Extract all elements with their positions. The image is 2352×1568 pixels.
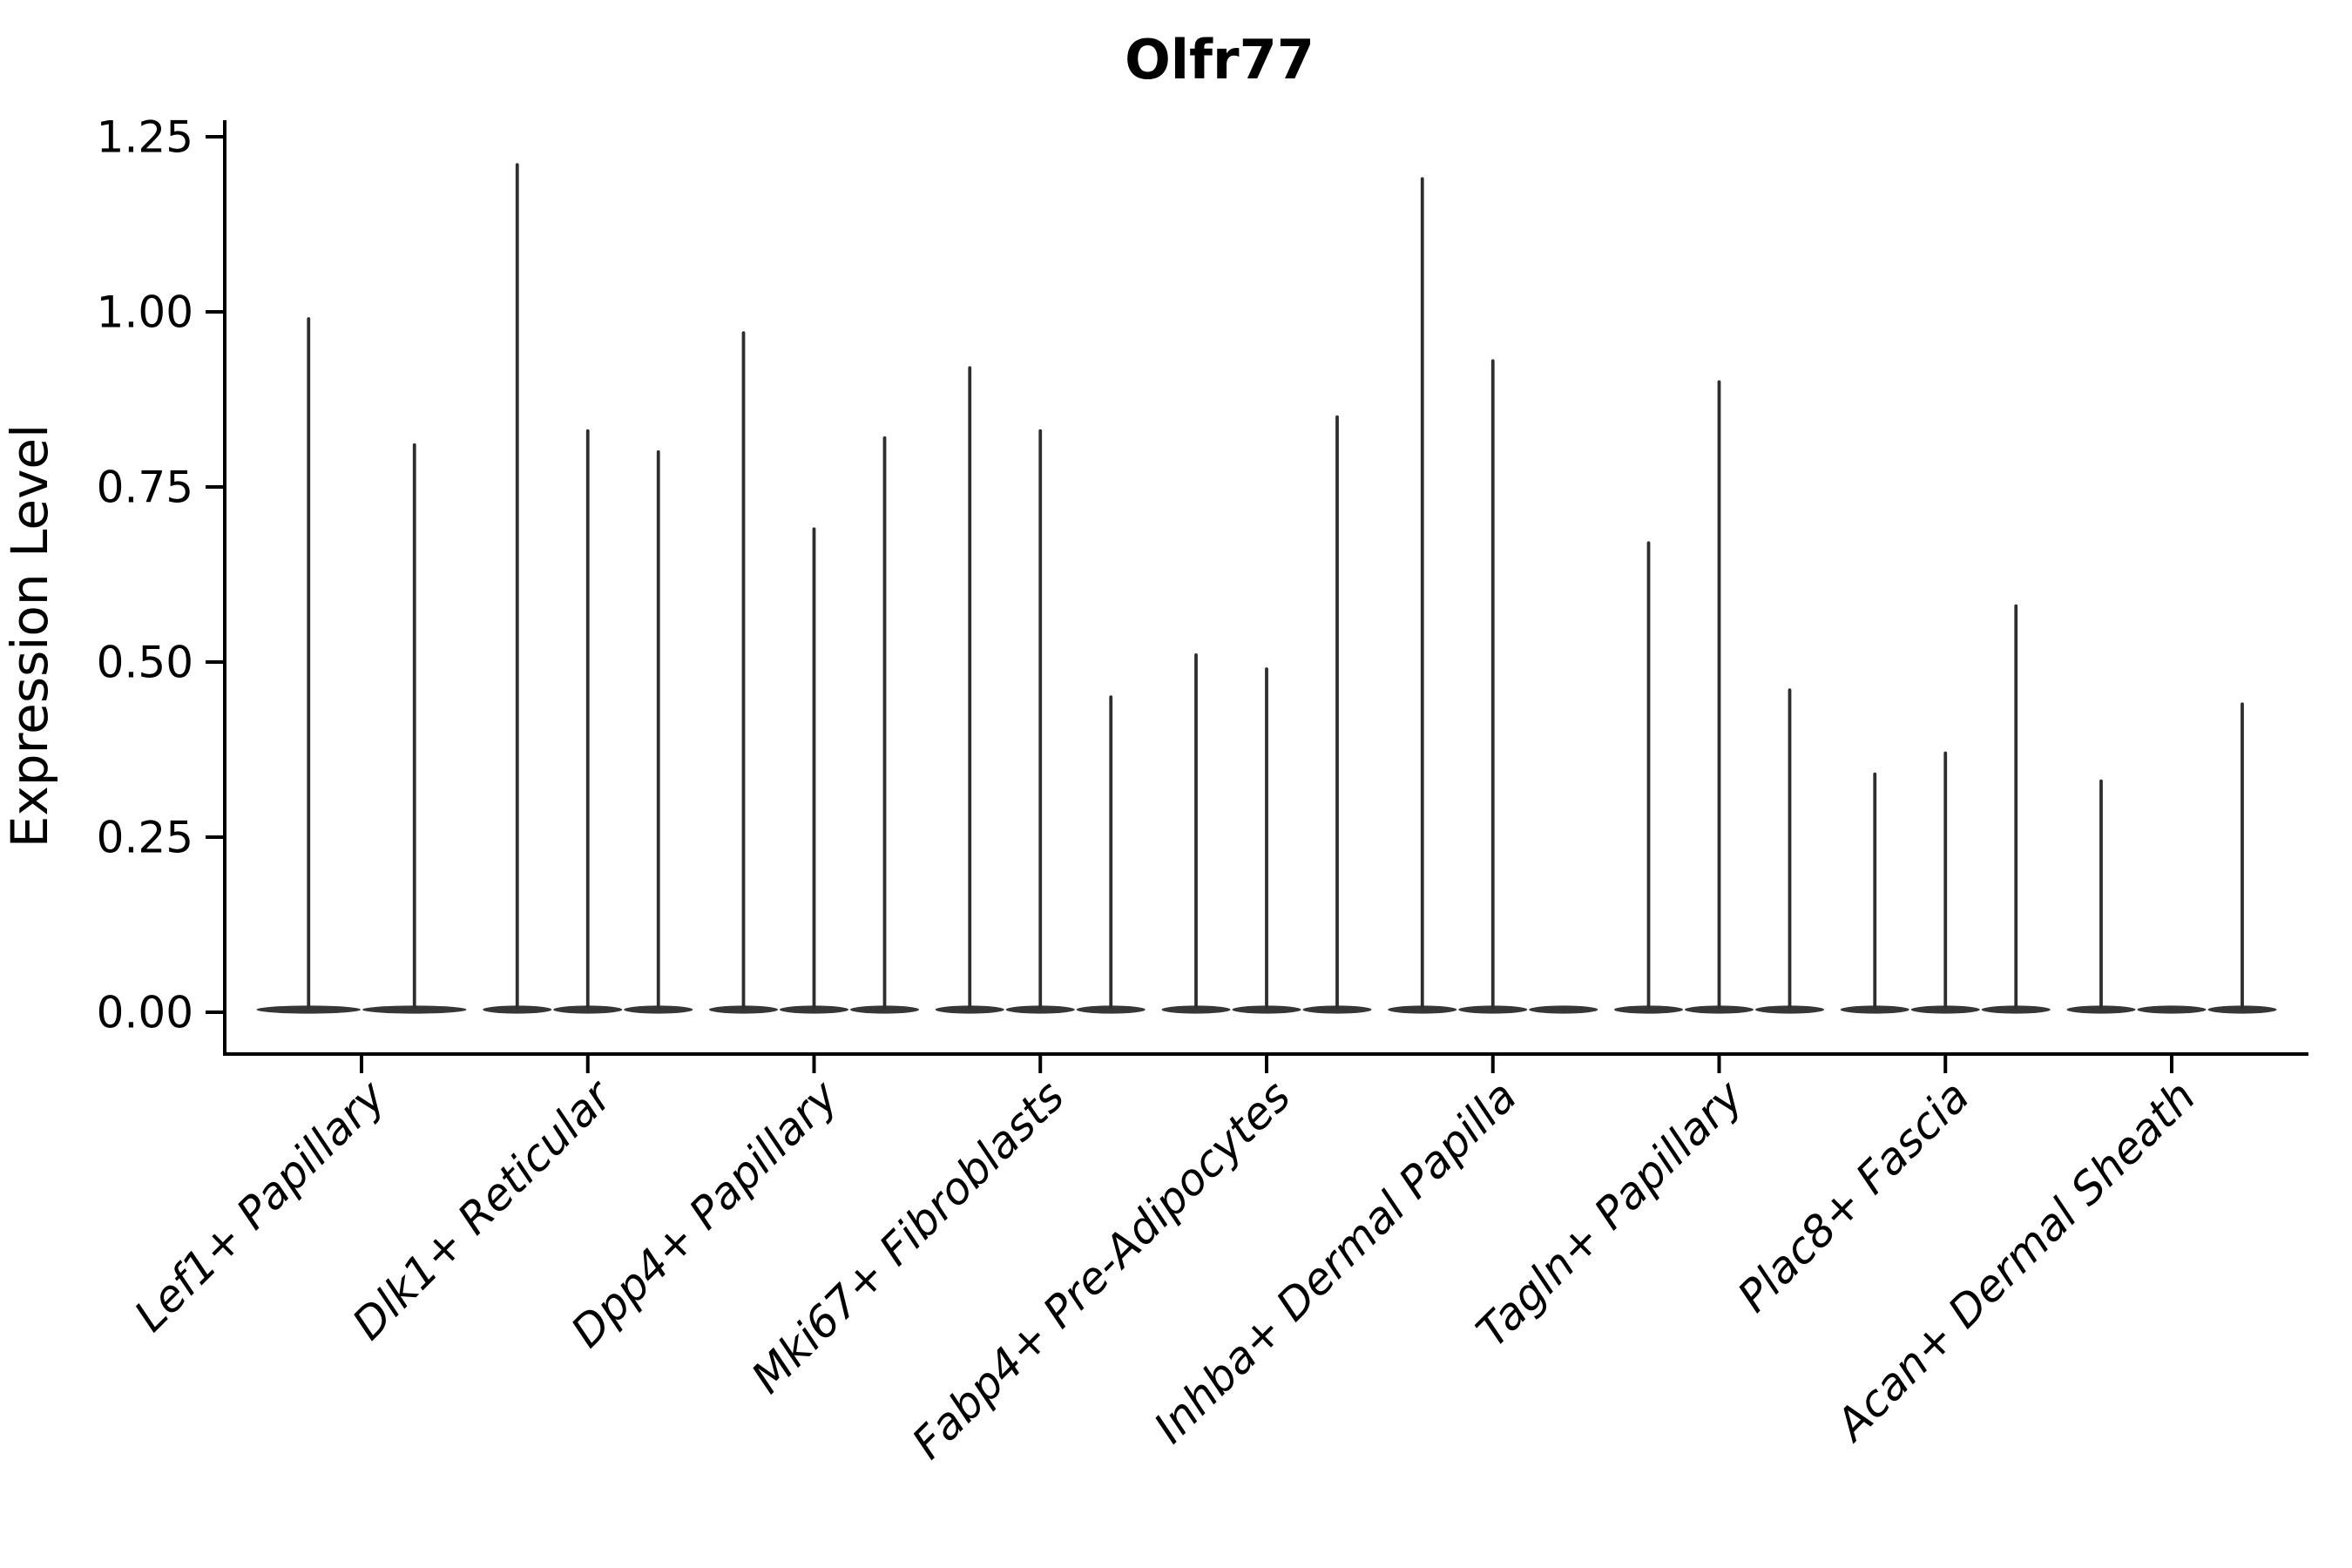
violin-group [1614,380,1824,1014]
violin-body [850,1005,919,1014]
violin-group [935,366,1146,1014]
violin-body [1232,1005,1301,1014]
violin-body [1614,1005,1683,1014]
y-tick-label: 0.00 [97,988,193,1038]
y-tick-label: 0.25 [97,813,193,863]
violin-body [1388,1005,1457,1014]
violin-body [624,1005,693,1014]
y-axis-ticks: 0.00 0.25 0.50 0.75 1.00 1.25 [97,112,223,1038]
x-tick-label: Fabp4+ Pre-Adipocytes [902,1071,1301,1469]
violin-body [1840,1005,1909,1014]
violin-body [1910,1005,1980,1014]
violin-group [256,317,467,1014]
violin-body [2137,1005,2207,1014]
violin-group [709,331,919,1014]
violin-body [780,1005,848,1014]
violin-body [1076,1005,1146,1014]
violin-group [1388,177,1598,1014]
violin-body [1981,1005,2051,1014]
violin-body [2207,1005,2277,1014]
violin-body [1755,1005,1824,1014]
x-tick-label: Acan+ Dermal Sheath [1825,1071,2206,1451]
violin-group [2066,702,2277,1014]
violin-body [709,1005,778,1014]
x-tick-label: Inhba+ Dermal Papilla [1145,1071,1526,1452]
violin-body [935,1005,1004,1014]
violin-body [2066,1005,2136,1014]
violin-body [1458,1005,1528,1014]
y-tick-label: 0.75 [97,463,193,513]
violin-group [1840,604,2051,1014]
violin-body [1005,1005,1075,1014]
chart-title: Olfr77 [1125,28,1315,91]
violin-body [1302,1005,1372,1014]
y-tick-label: 0.50 [97,638,193,688]
violins [256,163,2277,1014]
violin-group [1161,415,1372,1014]
violin-group [483,163,693,1014]
axes-spines [223,120,2308,1056]
violin-body [483,1005,552,1014]
x-tick-label: Plac8+ Fascia [1728,1071,1979,1321]
violin-body [362,1005,467,1014]
y-axis-label: Expression Level [0,424,59,848]
violin-body [1685,1005,1754,1014]
y-tick-label: 1.00 [97,287,193,338]
violin-body [256,1005,361,1014]
violin-body [553,1005,623,1014]
violin-body [1529,1005,1598,1014]
y-tick-label: 1.25 [97,112,193,163]
violin-body [1161,1005,1231,1014]
